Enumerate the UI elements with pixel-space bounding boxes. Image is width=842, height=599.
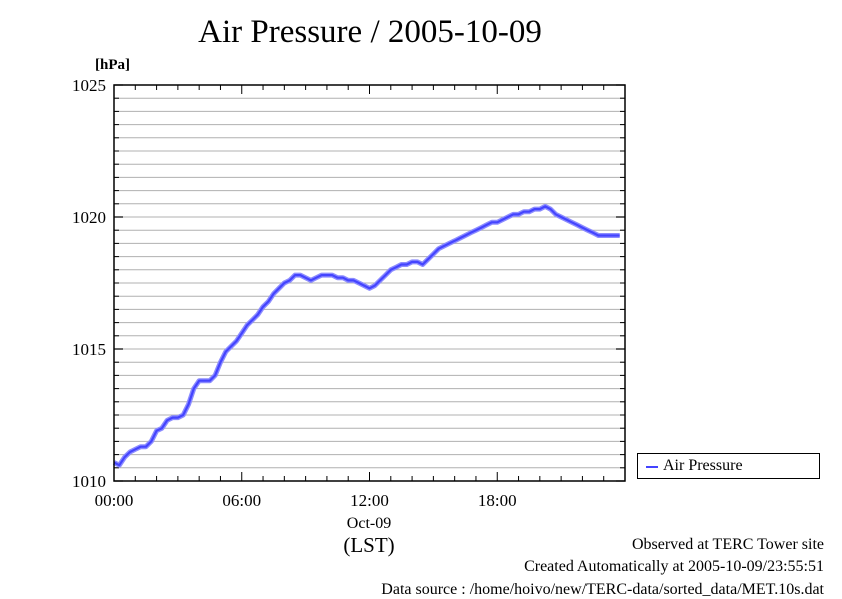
y-axis-ticks: 1010 1015 1020 1025 (72, 76, 625, 491)
y-tick-label: 1010 (72, 472, 106, 491)
footer-site: Observed at TERC Tower site (631, 536, 824, 553)
x-axis-unit-label: (LST) (343, 533, 394, 557)
legend: Air Pressure (637, 453, 820, 479)
series-layer (112, 203, 620, 468)
y-tick-label: 1020 (72, 208, 106, 227)
x-tick-label: 00:00 (95, 491, 134, 510)
x-tick-label: 12:00 (350, 491, 389, 510)
x-axis-ticks: 00:00 06:00 12:00 18:00 (95, 85, 605, 510)
y-axis-label: [hPa] (95, 57, 130, 73)
plot-frame (113, 84, 626, 482)
x-tick-label: 06:00 (222, 491, 261, 510)
x-tick-label: 18:00 (478, 491, 517, 510)
y-tick-label: 1025 (72, 76, 106, 95)
grid-lines (114, 97, 625, 469)
legend-label-air-pressure: Air Pressure (663, 457, 743, 474)
chart-title: Air Pressure / 2005-10-09 (198, 14, 542, 50)
footer-source: Data source : /home/hoivo/new/TERC-data/… (381, 581, 824, 598)
y-tick-label: 1015 (72, 340, 106, 359)
legend-swatch-air-pressure (646, 466, 658, 468)
x-axis-date-label: Oct-09 (347, 515, 391, 532)
series-line-air-pressure (113, 205, 620, 467)
footer-created: Created Automatically at 2005-10-09/23:5… (524, 558, 824, 575)
